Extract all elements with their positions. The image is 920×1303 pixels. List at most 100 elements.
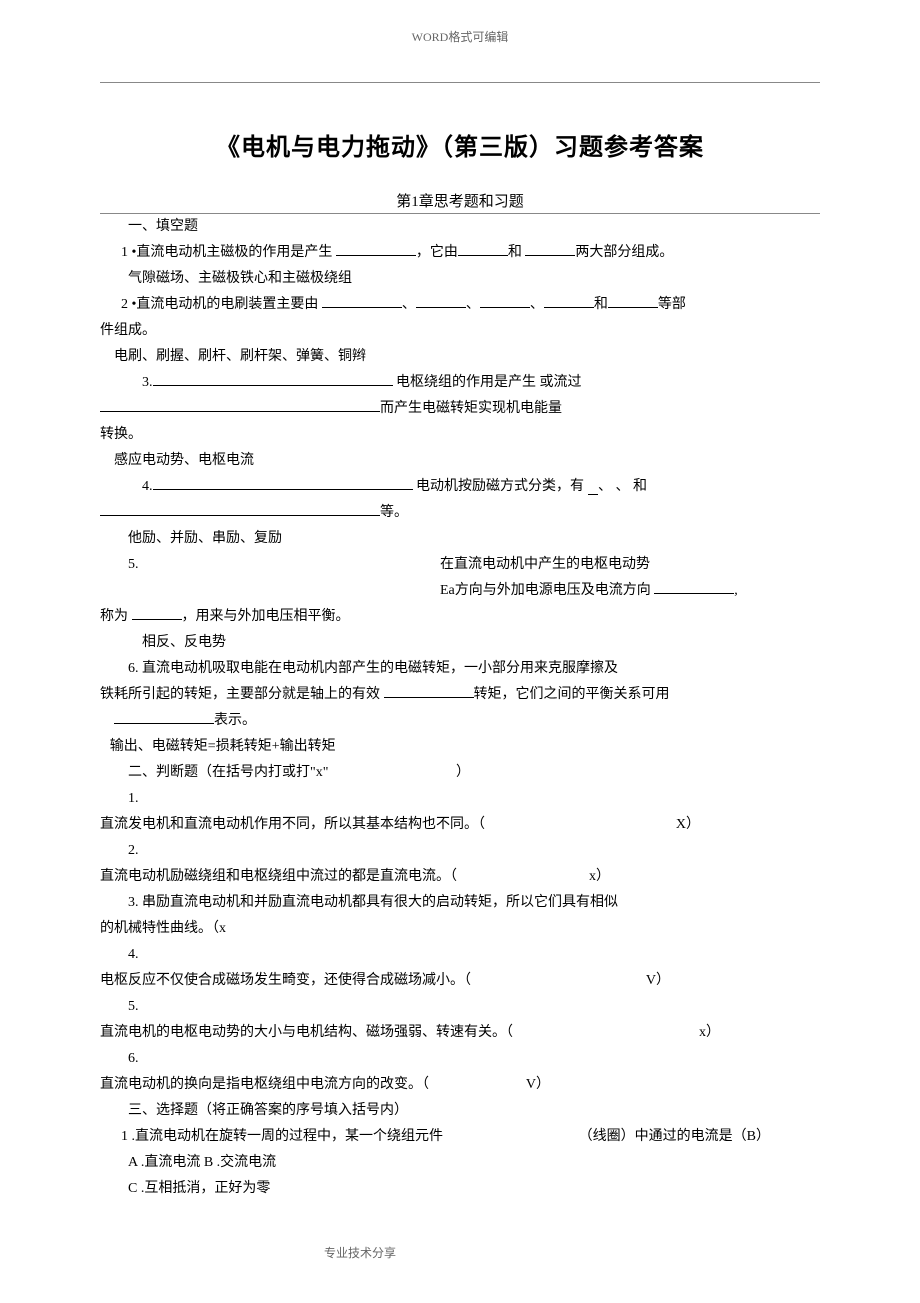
question-row: Ea方向与外加电源电压及电流方向 , xyxy=(100,578,820,604)
section-heading: 三、选择题（将正确答案的序号填入括号内） xyxy=(100,1098,820,1124)
answer-text: 他励、并励、串励、复励 xyxy=(100,526,820,552)
text-fragment: 、 xyxy=(402,297,416,312)
question-text: 而产生电磁转矩实现机电能量 xyxy=(100,396,820,422)
answer-text: 相反、反电势 xyxy=(100,630,820,656)
judge-answer: x） xyxy=(589,864,820,890)
text-fragment xyxy=(588,479,599,495)
text-fragment: 和 xyxy=(508,245,526,260)
text-fragment: 而产生电磁转矩实现机电能量 xyxy=(380,401,562,416)
text-fragment: ） xyxy=(456,760,820,786)
blank-line xyxy=(100,411,380,412)
text-fragment: Ea方向与外加电源电压及电流方向 , xyxy=(440,578,820,604)
section-heading: 二、判断题（在括号内打或打"x" xyxy=(100,760,328,786)
blank-line xyxy=(480,307,530,308)
question-text: 表示。 xyxy=(100,708,820,734)
blank-line xyxy=(336,255,416,256)
choice-row: 1 .直流电动机在旋转一周的过程中，某一个绕组元件 （线圈）中通过的电流是（B） xyxy=(100,1124,820,1150)
section-heading-row: 二、判断题（在括号内打或打"x" ） xyxy=(100,760,820,786)
top-divider xyxy=(100,82,820,83)
choice-option: C .互相抵消，正好为零 xyxy=(100,1176,820,1202)
text-fragment: 铁耗所引起的转矩，主要部分就是轴上的有效 xyxy=(100,687,384,702)
page-content: 《电机与电力拖动》（第三版）习题参考答案 第1章思考题和习题 一、填空题 1 •… xyxy=(100,82,820,1202)
blank-line xyxy=(322,307,402,308)
blank-line xyxy=(416,307,466,308)
blank-line xyxy=(458,255,508,256)
blank-line xyxy=(114,723,214,724)
question-number: 1. xyxy=(100,786,820,812)
judge-question: 直流电机的电枢电动势的大小与电机结构、磁场强弱、转速有关。（ xyxy=(100,1020,513,1046)
question-text: 件组成。 xyxy=(100,318,820,344)
text-fragment: , xyxy=(734,583,738,598)
judge-question: 直流电动机的换向是指电枢绕组中电流方向的改变。（ xyxy=(100,1072,429,1098)
answer-text: 输出、电磁转矩=损耗转矩+输出转矩 xyxy=(100,734,820,760)
text-fragment: 5. xyxy=(100,552,400,578)
question-text: 的机械特性曲线。（x xyxy=(100,916,820,942)
text-fragment: 电枢绕组的作用是产生 或流过 xyxy=(393,375,582,390)
document-title: 《电机与电力拖动》（第三版）习题参考答案 xyxy=(100,127,820,162)
text-fragment: 等。 xyxy=(380,505,408,520)
text-fragment: 、 、 和 xyxy=(598,479,647,494)
question-text: 6. 直流电动机吸取电能在电动机内部产生的电磁转矩，一小部分用来克服摩擦及 xyxy=(100,656,820,682)
question-text: 称为 ，用来与外加电压相平衡。 xyxy=(100,604,820,630)
text-fragment: 等部 xyxy=(658,297,686,312)
text-fragment: 称为 xyxy=(100,609,132,624)
chapter-title: 第1章思考题和习题 xyxy=(100,190,820,211)
blank-line xyxy=(132,619,182,620)
blank-line xyxy=(654,593,734,594)
question-text: 4. 电动机按励磁方式分类，有 、 、 和 xyxy=(100,474,820,500)
content-body: 一、填空题 1 •直流电动机主磁极的作用是产生 ，它由和 两大部分组成。 气隙磁… xyxy=(100,214,820,1202)
text-fragment: 、 xyxy=(466,297,480,312)
judge-row: 直流电机的电枢电动势的大小与电机结构、磁场强弱、转速有关。（ x） xyxy=(100,1020,820,1046)
question-number: 6. xyxy=(100,1046,820,1072)
question-number: 5. xyxy=(100,994,820,1020)
text-fragment: 电动机按励磁方式分类，有 xyxy=(413,479,588,494)
judge-question: 直流发电机和直流电动机作用不同，所以其基本结构也不同。（ xyxy=(100,812,485,838)
judge-question: 电枢反应不仅使合成磁场发生畸变，还使得合成磁场减小。（ xyxy=(100,968,471,994)
section-heading: 一、填空题 xyxy=(100,214,820,240)
blank-line xyxy=(544,307,594,308)
text-fragment: 4. xyxy=(142,479,153,494)
judge-row: 电枢反应不仅使合成磁场发生畸变，还使得合成磁场减小。（ V） xyxy=(100,968,820,994)
text-fragment: ，它由 xyxy=(416,245,458,260)
question-text: 转换。 xyxy=(100,422,820,448)
judge-answer: X） xyxy=(676,812,820,838)
text-fragment: 和 xyxy=(594,297,608,312)
judge-question: 直流电动机励磁绕组和电枢绕组中流过的都是直流电流。（ xyxy=(100,864,457,890)
page-header: WORD格式可编辑 xyxy=(0,28,920,45)
question-number: 4. xyxy=(100,942,820,968)
judge-row: 直流电动机的换向是指电枢绕组中电流方向的改变。（ V） xyxy=(100,1072,820,1098)
question-text: 3. 串励直流电动机和并励直流电动机都具有很大的启动转矩，所以它们具有相似 xyxy=(100,890,820,916)
blank-line xyxy=(384,697,474,698)
answer-text: 感应电动势、电枢电流 xyxy=(100,448,820,474)
text-fragment: 表示。 xyxy=(214,713,256,728)
blank-line xyxy=(608,307,658,308)
choice-question: 1 .直流电动机在旋转一周的过程中，某一个绕组元件 xyxy=(100,1124,443,1150)
question-number: 2. xyxy=(100,838,820,864)
question-text: 铁耗所引起的转矩，主要部分就是轴上的有效 转矩，它们之间的平衡关系可用 xyxy=(100,682,820,708)
judge-answer: V） xyxy=(646,968,820,994)
text-fragment: 两大部分组成。 xyxy=(575,245,673,260)
question-text: 1 •直流电动机主磁极的作用是产生 ，它由 和 两大部分组成。 xyxy=(100,240,820,266)
text-fragment: ，用来与外加电压相平衡。 xyxy=(182,609,350,624)
question-text: 等。 xyxy=(100,500,820,526)
question-text: 3. 电枢绕组的作用是产生 或流过 xyxy=(100,370,820,396)
judge-row: 直流发电机和直流电动机作用不同，所以其基本结构也不同。（ X） xyxy=(100,812,820,838)
text-fragment: 3. xyxy=(142,375,153,390)
text-fragment: 2 •直流电动机的电刷装置主要由 xyxy=(121,297,322,312)
question-row: 5. 在直流电动机中产生的电枢电动势 xyxy=(100,552,820,578)
text-fragment: 、 xyxy=(530,297,544,312)
blank-line xyxy=(525,255,575,256)
judge-answer: V） xyxy=(526,1072,820,1098)
text-fragment: 1 •直流电动机主磁极的作用是产生 xyxy=(121,245,336,260)
question-text: 2 •直流电动机的电刷装置主要由 、 、 、 和 等部 xyxy=(100,292,820,318)
blank-line xyxy=(153,385,393,386)
answer-text: 气隙磁场、主磁极铁心和主磁极绕组 xyxy=(100,266,820,292)
choice-question: （线圈）中通过的电流是（B） xyxy=(558,1124,820,1150)
text-fragment: 在直流电动机中产生的电枢电动势 xyxy=(440,552,820,578)
page-footer: 专业技术分享 xyxy=(0,1244,920,1261)
blank-line xyxy=(100,515,380,516)
text-fragment: Ea方向与外加电源电压及电流方向 xyxy=(440,583,654,598)
judge-answer: x） xyxy=(699,1020,820,1046)
blank-line xyxy=(153,489,413,490)
judge-row: 直流电动机励磁绕组和电枢绕组中流过的都是直流电流。（ x） xyxy=(100,864,820,890)
